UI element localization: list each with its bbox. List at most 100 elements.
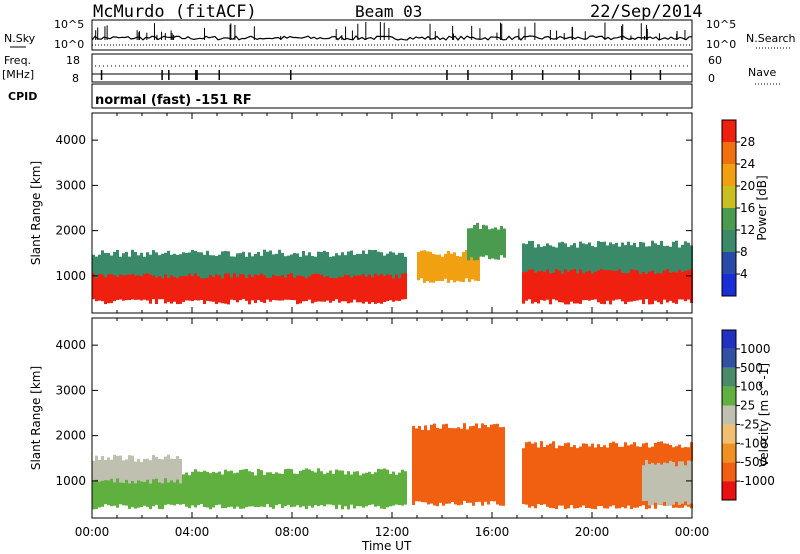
scatter-cell bbox=[447, 251, 450, 283]
scatter-cell bbox=[137, 458, 140, 481]
scatter-cell bbox=[467, 228, 470, 261]
scatter-cell bbox=[281, 252, 284, 275]
scatter-cell bbox=[239, 470, 242, 509]
scatter-cell bbox=[98, 264, 101, 301]
scatter-cell bbox=[660, 464, 663, 505]
scatter-cell bbox=[170, 458, 173, 481]
scatter-cell bbox=[176, 471, 179, 505]
scatter-cell bbox=[173, 268, 176, 302]
scatter-cell bbox=[537, 447, 540, 505]
scatter-cell bbox=[609, 264, 612, 305]
scatter-cell bbox=[266, 251, 269, 278]
scatter-cell bbox=[251, 472, 254, 507]
scatter-cell bbox=[341, 266, 344, 302]
y-tick-label: 1000 bbox=[55, 474, 86, 488]
scatter-cell bbox=[615, 242, 618, 271]
scatter-cell bbox=[134, 252, 137, 276]
scatter-cell bbox=[104, 459, 107, 481]
scatter-cell bbox=[389, 266, 392, 301]
scatter-cell bbox=[377, 251, 380, 276]
scatter-cell bbox=[666, 463, 669, 507]
scatter-cell bbox=[582, 265, 585, 301]
scatter-cell bbox=[469, 426, 472, 503]
scatter-cell bbox=[528, 240, 531, 270]
scatter-cell bbox=[439, 428, 442, 503]
scatter-cell bbox=[209, 473, 212, 510]
scatter-cell bbox=[332, 268, 335, 301]
date-title: 22/Sep/2014 bbox=[590, 2, 703, 22]
scatter-cell bbox=[472, 425, 475, 506]
scatter-cell bbox=[606, 261, 609, 301]
scatter-cell bbox=[353, 254, 356, 276]
scatter-cell bbox=[573, 445, 576, 509]
scatter-cell bbox=[398, 269, 401, 301]
scatter-cell bbox=[684, 241, 687, 271]
scatter-cell bbox=[125, 251, 128, 275]
scatter-cell bbox=[537, 263, 540, 304]
scatter-cell bbox=[597, 241, 600, 271]
scatter-cell bbox=[92, 460, 95, 481]
scatter-cell bbox=[221, 268, 224, 304]
scatter-cell bbox=[499, 427, 502, 506]
scatter-cell bbox=[398, 252, 401, 279]
scatter-cell bbox=[161, 472, 164, 510]
scatter-cell bbox=[176, 268, 179, 305]
scatter-cell bbox=[122, 470, 125, 506]
scatter-cell bbox=[293, 473, 296, 507]
colorbar-tick-label: -1000 bbox=[740, 474, 775, 488]
scatter-cell bbox=[582, 243, 585, 274]
scatter-cell bbox=[257, 468, 260, 507]
scatter-cell bbox=[424, 425, 427, 503]
scatter-cell bbox=[471, 253, 474, 280]
scatter-cell bbox=[236, 472, 239, 507]
scatter-cell bbox=[95, 471, 98, 510]
scatter-cell bbox=[377, 468, 380, 506]
scatter-cell bbox=[182, 252, 185, 276]
scatter-cell bbox=[594, 447, 597, 510]
noise-sky-line bbox=[91, 35, 693, 41]
x-tick-label: 20:00 bbox=[575, 525, 610, 539]
scatter-cell bbox=[392, 264, 395, 302]
scatter-cell bbox=[488, 229, 491, 260]
scatter-cell bbox=[338, 470, 341, 505]
scatter-cell bbox=[591, 245, 594, 274]
scatter-cell bbox=[146, 475, 149, 507]
scatter-cell bbox=[152, 454, 155, 480]
colorbar-segment bbox=[722, 330, 736, 349]
scatter-cell bbox=[672, 265, 675, 303]
scatter-cell bbox=[305, 468, 308, 510]
scatter-cell bbox=[362, 473, 365, 508]
scatter-cell bbox=[423, 250, 426, 283]
scatter-cell bbox=[128, 256, 131, 275]
scatter-cell bbox=[119, 256, 122, 275]
scatter-cell bbox=[573, 263, 576, 304]
scatter-cell bbox=[417, 252, 420, 281]
scatter-cell bbox=[149, 474, 152, 510]
velocity-colorbar: 1000 500 100 25 -25 -100 -500 -1000 Velocity [m … bbox=[721, 329, 775, 501]
scatter-cell bbox=[275, 472, 278, 506]
scatter-cell bbox=[681, 265, 684, 300]
scatter-cell bbox=[95, 256, 98, 278]
scatter-cell bbox=[359, 475, 362, 507]
scatter-cell bbox=[415, 428, 418, 502]
scatter-cell bbox=[293, 267, 296, 301]
scatter-cell bbox=[606, 245, 609, 271]
scatter-cell bbox=[158, 268, 161, 300]
scatter-cell bbox=[567, 261, 570, 305]
scatter-cell bbox=[167, 471, 170, 505]
colorbar-tick-label: 8 bbox=[740, 245, 748, 259]
scatter-cell bbox=[131, 471, 134, 508]
scatter-cell bbox=[639, 242, 642, 275]
scatter-cell bbox=[272, 254, 275, 275]
scatter-cell bbox=[359, 253, 362, 276]
scatter-cell bbox=[95, 266, 98, 302]
scatter-cell bbox=[227, 251, 230, 274]
scatter-cell bbox=[332, 256, 335, 279]
scatter-cell bbox=[502, 427, 505, 506]
scatter-cell bbox=[430, 424, 433, 504]
scatter-cell bbox=[128, 455, 131, 484]
scatter-cell bbox=[296, 253, 299, 276]
scatter-cell bbox=[371, 474, 374, 505]
scatter-cell bbox=[432, 253, 435, 283]
scatter-cell bbox=[101, 265, 104, 302]
